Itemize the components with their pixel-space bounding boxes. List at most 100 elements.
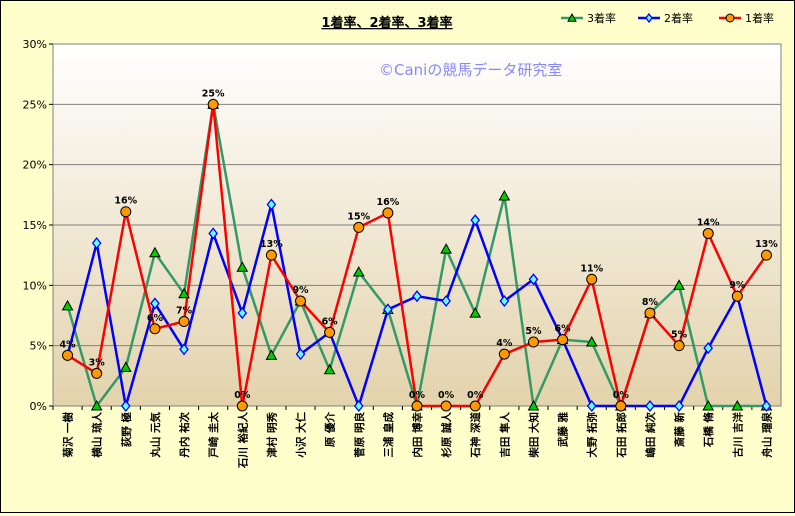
data-point bbox=[645, 12, 653, 24]
data-point bbox=[615, 400, 627, 412]
data-label: 4% bbox=[496, 338, 513, 349]
data-point bbox=[295, 295, 307, 307]
data-point bbox=[469, 400, 481, 412]
x-tick-label: 柴田 大知 bbox=[527, 412, 540, 459]
data-point bbox=[703, 342, 714, 355]
x-tick-label: 内田 博幸 bbox=[411, 412, 424, 458]
x-tick-label: 丸山 元気 bbox=[149, 412, 162, 459]
y-tick-label: 5% bbox=[30, 340, 47, 353]
x-tick-label: 丹内 祐次 bbox=[178, 412, 191, 458]
data-label: 9% bbox=[729, 280, 746, 291]
data-label: 11% bbox=[580, 263, 603, 274]
data-point bbox=[725, 13, 735, 23]
data-label: 16% bbox=[377, 197, 400, 208]
data-label: 3% bbox=[89, 357, 106, 368]
data-point bbox=[149, 246, 161, 258]
data-label: 0% bbox=[467, 390, 484, 401]
data-point bbox=[586, 273, 598, 285]
data-point bbox=[760, 249, 772, 261]
data-point bbox=[179, 343, 189, 356]
data-point bbox=[528, 273, 539, 286]
data-point bbox=[324, 326, 336, 338]
data-label: 13% bbox=[260, 239, 283, 250]
x-tick-label: 菊沢 一樹 bbox=[62, 412, 75, 459]
data-point bbox=[120, 206, 132, 218]
data-point bbox=[119, 361, 132, 372]
y-tick-label: 15% bbox=[23, 219, 47, 232]
x-tick-label: 武藤 雅 bbox=[557, 412, 570, 448]
x-tick-label: 三浦 皇成 bbox=[382, 412, 395, 458]
data-label: 5% bbox=[525, 326, 542, 337]
x-axis: 菊沢 一樹 横山 琉人 荻野 極 丸山 元気 丹内 祐次 戸崎 圭太 石川 裕紀人 津村 明秀… bbox=[52, 406, 773, 470]
y-tick-label: 10% bbox=[23, 279, 47, 292]
data-point bbox=[91, 237, 102, 250]
x-tick-label: 荻野 極 bbox=[120, 412, 133, 448]
data-point bbox=[265, 349, 278, 360]
data-point bbox=[469, 307, 482, 318]
data-point bbox=[498, 348, 510, 360]
x-tick-label: 杉原 誠人 bbox=[440, 412, 453, 458]
data-label: 7% bbox=[176, 306, 193, 317]
x-tick-label: 石橋 脩 bbox=[702, 412, 715, 449]
data-label: 6% bbox=[322, 316, 339, 327]
data-point bbox=[353, 399, 364, 413]
data-point bbox=[761, 399, 772, 413]
data-point bbox=[440, 243, 452, 254]
legend-item: 1着率 bbox=[719, 11, 774, 25]
data-label: 4% bbox=[59, 339, 76, 350]
data-point bbox=[644, 307, 656, 319]
legend-label: 1着率 bbox=[745, 11, 774, 25]
data-point bbox=[237, 307, 248, 320]
x-tick-label: 津村 明秀 bbox=[265, 412, 278, 458]
data-label: 14% bbox=[697, 217, 720, 228]
data-point bbox=[236, 400, 248, 412]
x-tick-label: 石川 裕紀人 bbox=[236, 412, 249, 470]
legend-label: 2着率 bbox=[664, 11, 693, 25]
x-tick-label: 嶋田 純次 bbox=[644, 412, 657, 458]
data-point bbox=[411, 400, 423, 412]
data-label: 25% bbox=[202, 88, 225, 99]
data-point bbox=[731, 290, 743, 302]
legend-item: 3着率 bbox=[561, 11, 616, 25]
data-label: 13% bbox=[755, 239, 778, 250]
data-label: 5% bbox=[671, 330, 688, 341]
data-label: 16% bbox=[114, 196, 137, 207]
data-point bbox=[702, 399, 715, 411]
data-point bbox=[412, 290, 422, 303]
data-point bbox=[266, 198, 277, 211]
x-tick-label: 石神 深道 bbox=[469, 412, 482, 459]
y-tick-label: 25% bbox=[23, 98, 47, 111]
x-tick-label: 戸崎 圭太 bbox=[207, 412, 220, 459]
grid-lines bbox=[53, 103, 781, 347]
data-point bbox=[149, 323, 161, 335]
chart-title: 1着率、2着率、3着率 bbox=[321, 15, 452, 31]
x-tick-label: 舟山 瑠泉 bbox=[760, 412, 773, 458]
data-point bbox=[150, 297, 160, 310]
watermark: ©Caniの競馬データ研究室 bbox=[379, 61, 562, 79]
data-label: 0% bbox=[613, 390, 630, 401]
data-point bbox=[498, 190, 511, 201]
data-label: 9% bbox=[292, 285, 309, 296]
data-point bbox=[586, 399, 597, 413]
data-point bbox=[440, 400, 452, 412]
data-label: 0% bbox=[438, 390, 455, 401]
y-tick-label: 20% bbox=[23, 159, 47, 172]
x-tick-label: 原 優介 bbox=[324, 412, 337, 448]
data-label: 8% bbox=[642, 297, 659, 308]
x-tick-label: 斎藤 新 bbox=[673, 412, 686, 449]
x-tick-label: 吉田 隼人 bbox=[498, 412, 511, 458]
data-point bbox=[731, 399, 744, 411]
data-point bbox=[295, 348, 306, 361]
data-point bbox=[567, 12, 577, 22]
data-point bbox=[91, 367, 103, 379]
data-point bbox=[382, 207, 394, 219]
data-point bbox=[61, 299, 74, 311]
data-labels: 4% 3% 16% 6% 7% 25% 0% 13% 9% 6% 15% 16% 0% 0% 0% 4% 5% 6… bbox=[59, 88, 778, 401]
y-axis: 0% 5% 10% 15% 20% 25% 30% bbox=[23, 38, 53, 413]
legend: 3着率 2着率 1着率 bbox=[561, 11, 774, 25]
legend-label: 3着率 bbox=[587, 11, 616, 25]
data-point bbox=[265, 249, 277, 261]
legend-item: 2着率 bbox=[638, 11, 693, 25]
